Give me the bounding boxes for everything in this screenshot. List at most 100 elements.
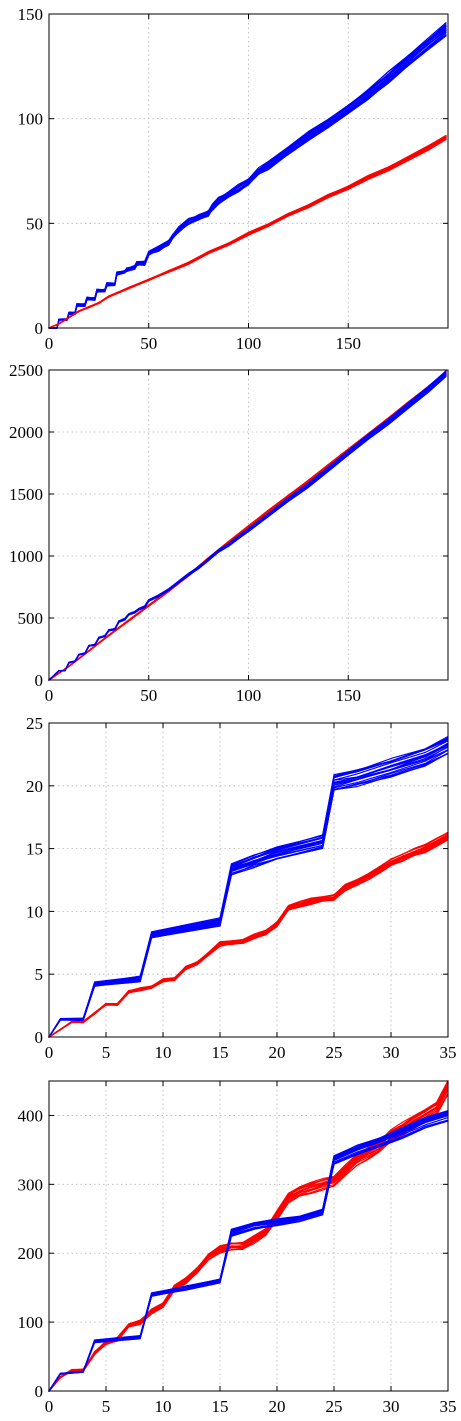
- series-line: [48, 739, 449, 1038]
- series-line: [48, 739, 449, 1038]
- series-line: [48, 1082, 449, 1392]
- chart-panel-3: 0 5 10 15 20 25 30 35 0 5 10 15 20 25: [26, 714, 457, 1062]
- series-line: [48, 735, 449, 1038]
- series-line: [48, 1113, 449, 1392]
- x-tick-label: 5: [102, 1397, 111, 1416]
- x-tick-label: 5: [102, 1043, 111, 1062]
- series-line: [48, 1119, 449, 1392]
- series-line: [48, 1110, 449, 1392]
- chart-panel-1: 0 50 100 150 0 50 100 150: [18, 5, 449, 353]
- series-bundle-2: [48, 370, 447, 681]
- x-tick-label: 35: [440, 1043, 457, 1062]
- y-tick-label: 500: [18, 609, 44, 628]
- series-line: [48, 752, 449, 1038]
- series-bundle-2: [48, 1110, 449, 1392]
- x-tick-label: 20: [269, 1043, 286, 1062]
- x-tick-label: 0: [45, 1397, 54, 1416]
- y-tick-label: 0: [35, 1028, 44, 1047]
- series-line: [48, 737, 449, 1038]
- chart-panel-4: 0 5 10 15 20 25 30 35 0 100 200 300 400: [18, 1080, 457, 1416]
- series-line: [48, 740, 449, 1038]
- series-line: [48, 23, 447, 329]
- x-tick-label: 10: [155, 1397, 172, 1416]
- x-tick-label: 100: [236, 686, 262, 705]
- series-line: [48, 749, 449, 1038]
- axes-frame: [48, 1080, 449, 1392]
- y-tick-label: 5: [35, 965, 44, 984]
- y-tick-label: 2500: [9, 361, 43, 380]
- y-tick-label: 1000: [9, 547, 43, 566]
- y-tick-label: 1500: [9, 485, 43, 504]
- series-line: [48, 135, 447, 329]
- series-line: [48, 370, 447, 681]
- series-bundle-1: [48, 735, 449, 1038]
- series-line: [48, 370, 447, 681]
- series-bundle-2: [48, 831, 449, 1038]
- series-line: [48, 370, 447, 681]
- x-tick-label: 35: [440, 1397, 457, 1416]
- series-line: [48, 738, 449, 1038]
- y-tick-label: 150: [18, 5, 44, 24]
- axes-frame: [48, 722, 449, 1038]
- series-line: [48, 1110, 449, 1392]
- x-tick-label: 15: [212, 1043, 229, 1062]
- series-line: [48, 744, 449, 1038]
- series-line: [48, 136, 447, 329]
- series-line: [48, 1080, 449, 1392]
- series-line: [48, 752, 449, 1038]
- series-line: [48, 1112, 449, 1392]
- series-bundle-1: [48, 371, 447, 681]
- x-tick-label: 15: [212, 1397, 229, 1416]
- series-line: [48, 1093, 449, 1392]
- series-line: [48, 1116, 449, 1392]
- series-line: [48, 1112, 449, 1392]
- y-tick-label: 10: [26, 902, 43, 921]
- series-line: [48, 1120, 449, 1392]
- y-tick-label: 400: [18, 1106, 44, 1125]
- series-line: [48, 837, 449, 1038]
- series-line: [48, 1111, 449, 1392]
- y-tick-label: 25: [26, 714, 43, 733]
- series-line: [48, 135, 447, 329]
- series-bundle-1: [48, 1080, 449, 1392]
- series-line: [48, 744, 449, 1038]
- x-tick-label: 50: [140, 334, 157, 353]
- x-tick-label: 150: [336, 334, 362, 353]
- x-tick-label: 150: [336, 686, 362, 705]
- series-line: [48, 371, 447, 681]
- x-tick-label: 0: [45, 334, 54, 353]
- series-line: [48, 837, 449, 1038]
- series-line: [48, 1082, 449, 1392]
- series-line: [48, 373, 447, 681]
- series-line: [48, 749, 449, 1038]
- y-tick-label: 50: [26, 214, 43, 233]
- series-line: [48, 134, 447, 329]
- y-tick-label: 0: [35, 1382, 44, 1401]
- series-line: [48, 1082, 449, 1392]
- y-tick-label: 15: [26, 840, 43, 859]
- y-tick-label: 0: [35, 319, 44, 338]
- x-tick-label: 50: [140, 686, 157, 705]
- series-line: [48, 1082, 449, 1392]
- series-line: [48, 1120, 449, 1392]
- series-bundle-1: [48, 22, 447, 329]
- y-tick-label: 20: [26, 777, 43, 796]
- x-tick-label: 0: [45, 1043, 54, 1062]
- series-line: [48, 1084, 449, 1392]
- series-line: [48, 832, 449, 1038]
- series-line: [48, 1111, 449, 1392]
- series-line: [48, 135, 447, 329]
- x-tick-label: 100: [236, 334, 262, 353]
- series-line: [48, 1112, 449, 1392]
- series-line: [48, 135, 447, 329]
- y-tick-label: 100: [18, 1313, 44, 1332]
- series-line: [48, 1111, 449, 1392]
- series-line: [48, 1081, 449, 1392]
- x-tick-label: 20: [269, 1397, 286, 1416]
- series-line: [48, 752, 449, 1038]
- y-tick-label: 100: [18, 110, 44, 129]
- y-tick-label: 300: [18, 1175, 44, 1194]
- x-tick-label: 10: [155, 1043, 172, 1062]
